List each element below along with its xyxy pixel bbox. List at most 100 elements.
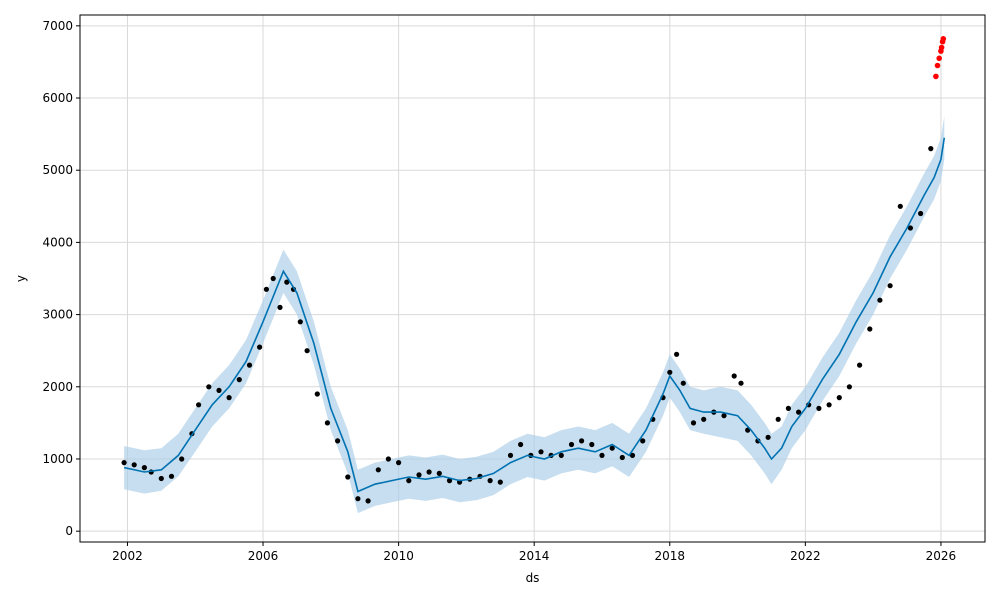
actual-point — [738, 380, 744, 386]
recent-actual-point — [936, 55, 942, 62]
actual-point — [355, 496, 361, 502]
y-tick-label: 7000 — [42, 19, 73, 33]
x-tick-label: 2026 — [926, 549, 957, 563]
actual-point — [775, 416, 781, 422]
actual-point — [667, 369, 673, 375]
actual-point — [558, 452, 564, 458]
actual-point — [640, 438, 646, 444]
y-tick-label: 3000 — [42, 308, 73, 322]
actual-point — [589, 441, 595, 448]
actual-point — [284, 279, 290, 285]
actual-point — [263, 286, 269, 292]
actual-point — [680, 380, 686, 386]
actual-point — [826, 402, 832, 408]
actual-point — [375, 467, 381, 473]
actual-point — [257, 344, 263, 350]
actual-point — [701, 416, 707, 422]
forecast-line — [123, 137, 946, 493]
actual-point — [867, 326, 873, 332]
actual-point — [277, 304, 283, 310]
recent-actual-point — [938, 44, 945, 51]
actual-point — [731, 373, 737, 379]
x-tick-label: 2010 — [383, 549, 414, 563]
plot-frame — [79, 14, 986, 543]
actual-point — [179, 456, 185, 462]
actual-point — [297, 319, 303, 325]
actual-point — [816, 405, 822, 411]
actual-point — [416, 472, 422, 478]
actual-point — [436, 470, 442, 476]
actual-point — [406, 478, 412, 484]
actual-point — [168, 473, 175, 479]
actual-point — [609, 445, 615, 451]
x-tick-label: 2022 — [790, 549, 821, 563]
actual-point — [365, 498, 371, 504]
actual-point — [538, 449, 544, 455]
actual-point — [568, 441, 575, 448]
actual-point — [324, 420, 330, 426]
y-tick-label: 2000 — [42, 380, 73, 394]
actual-point — [141, 465, 147, 471]
uncertainty-interval-band — [124, 116, 945, 514]
actual-point — [335, 438, 341, 444]
actual-point — [446, 478, 453, 484]
actual-point — [721, 413, 727, 419]
y-axis-label: y — [14, 275, 28, 282]
actual-point — [487, 478, 493, 484]
y-tick-label: 1000 — [42, 452, 73, 466]
actual-point — [599, 452, 605, 458]
actual-point — [690, 420, 697, 426]
y-tick-label: 6000 — [42, 91, 73, 105]
actual-point — [836, 395, 842, 401]
actual-point — [619, 454, 625, 461]
actual-point — [497, 479, 503, 485]
actual-point — [579, 438, 585, 444]
x-tick-label: 2014 — [519, 549, 550, 563]
actual-point — [857, 362, 863, 368]
recent-actual-point — [933, 73, 939, 80]
actual-point — [314, 391, 320, 397]
actual-point — [131, 462, 137, 468]
x-tick-label: 2018 — [655, 549, 686, 563]
actual-point — [877, 297, 883, 303]
actual-point — [518, 441, 524, 448]
actual-point — [796, 409, 802, 415]
actual-point — [629, 452, 636, 458]
recent-actual-point — [934, 62, 941, 69]
actual-point — [846, 384, 853, 390]
y-tick-label: 5000 — [42, 163, 73, 177]
actual-point — [887, 283, 893, 289]
recent-points-layer — [933, 36, 947, 80]
actual-point — [206, 384, 212, 390]
x-axis-label: ds — [526, 571, 540, 585]
actual-point — [158, 475, 164, 482]
actual-point — [226, 395, 232, 401]
actual-point — [507, 452, 514, 458]
actual-point — [246, 362, 253, 368]
actual-point — [674, 351, 680, 357]
actual-point — [918, 210, 924, 217]
actual-point — [270, 275, 276, 282]
grid-layer — [80, 15, 985, 542]
actual-point — [236, 377, 242, 383]
actual-point — [385, 456, 391, 462]
actual-point — [907, 225, 914, 231]
actual-point — [345, 474, 351, 480]
x-tick-label: 2002 — [112, 549, 143, 563]
actual-point — [216, 387, 222, 393]
actual-point — [304, 348, 310, 354]
actual-point — [426, 469, 432, 475]
x-tick-label: 2006 — [248, 549, 279, 563]
recent-actual-point — [940, 36, 947, 42]
actual-point — [897, 203, 903, 209]
actual-point — [765, 434, 771, 440]
y-tick-label: 4000 — [42, 235, 73, 249]
tick-layer: 2002 2006 2010 2014 2018 2022 2026 0 1000 2000 300… — [42, 19, 956, 563]
actual-point — [785, 405, 792, 411]
actual-point — [396, 460, 402, 466]
actual-point — [196, 402, 202, 408]
actual-point — [121, 460, 127, 466]
actual-point — [928, 146, 934, 152]
y-tick-label: 0 — [65, 524, 73, 538]
